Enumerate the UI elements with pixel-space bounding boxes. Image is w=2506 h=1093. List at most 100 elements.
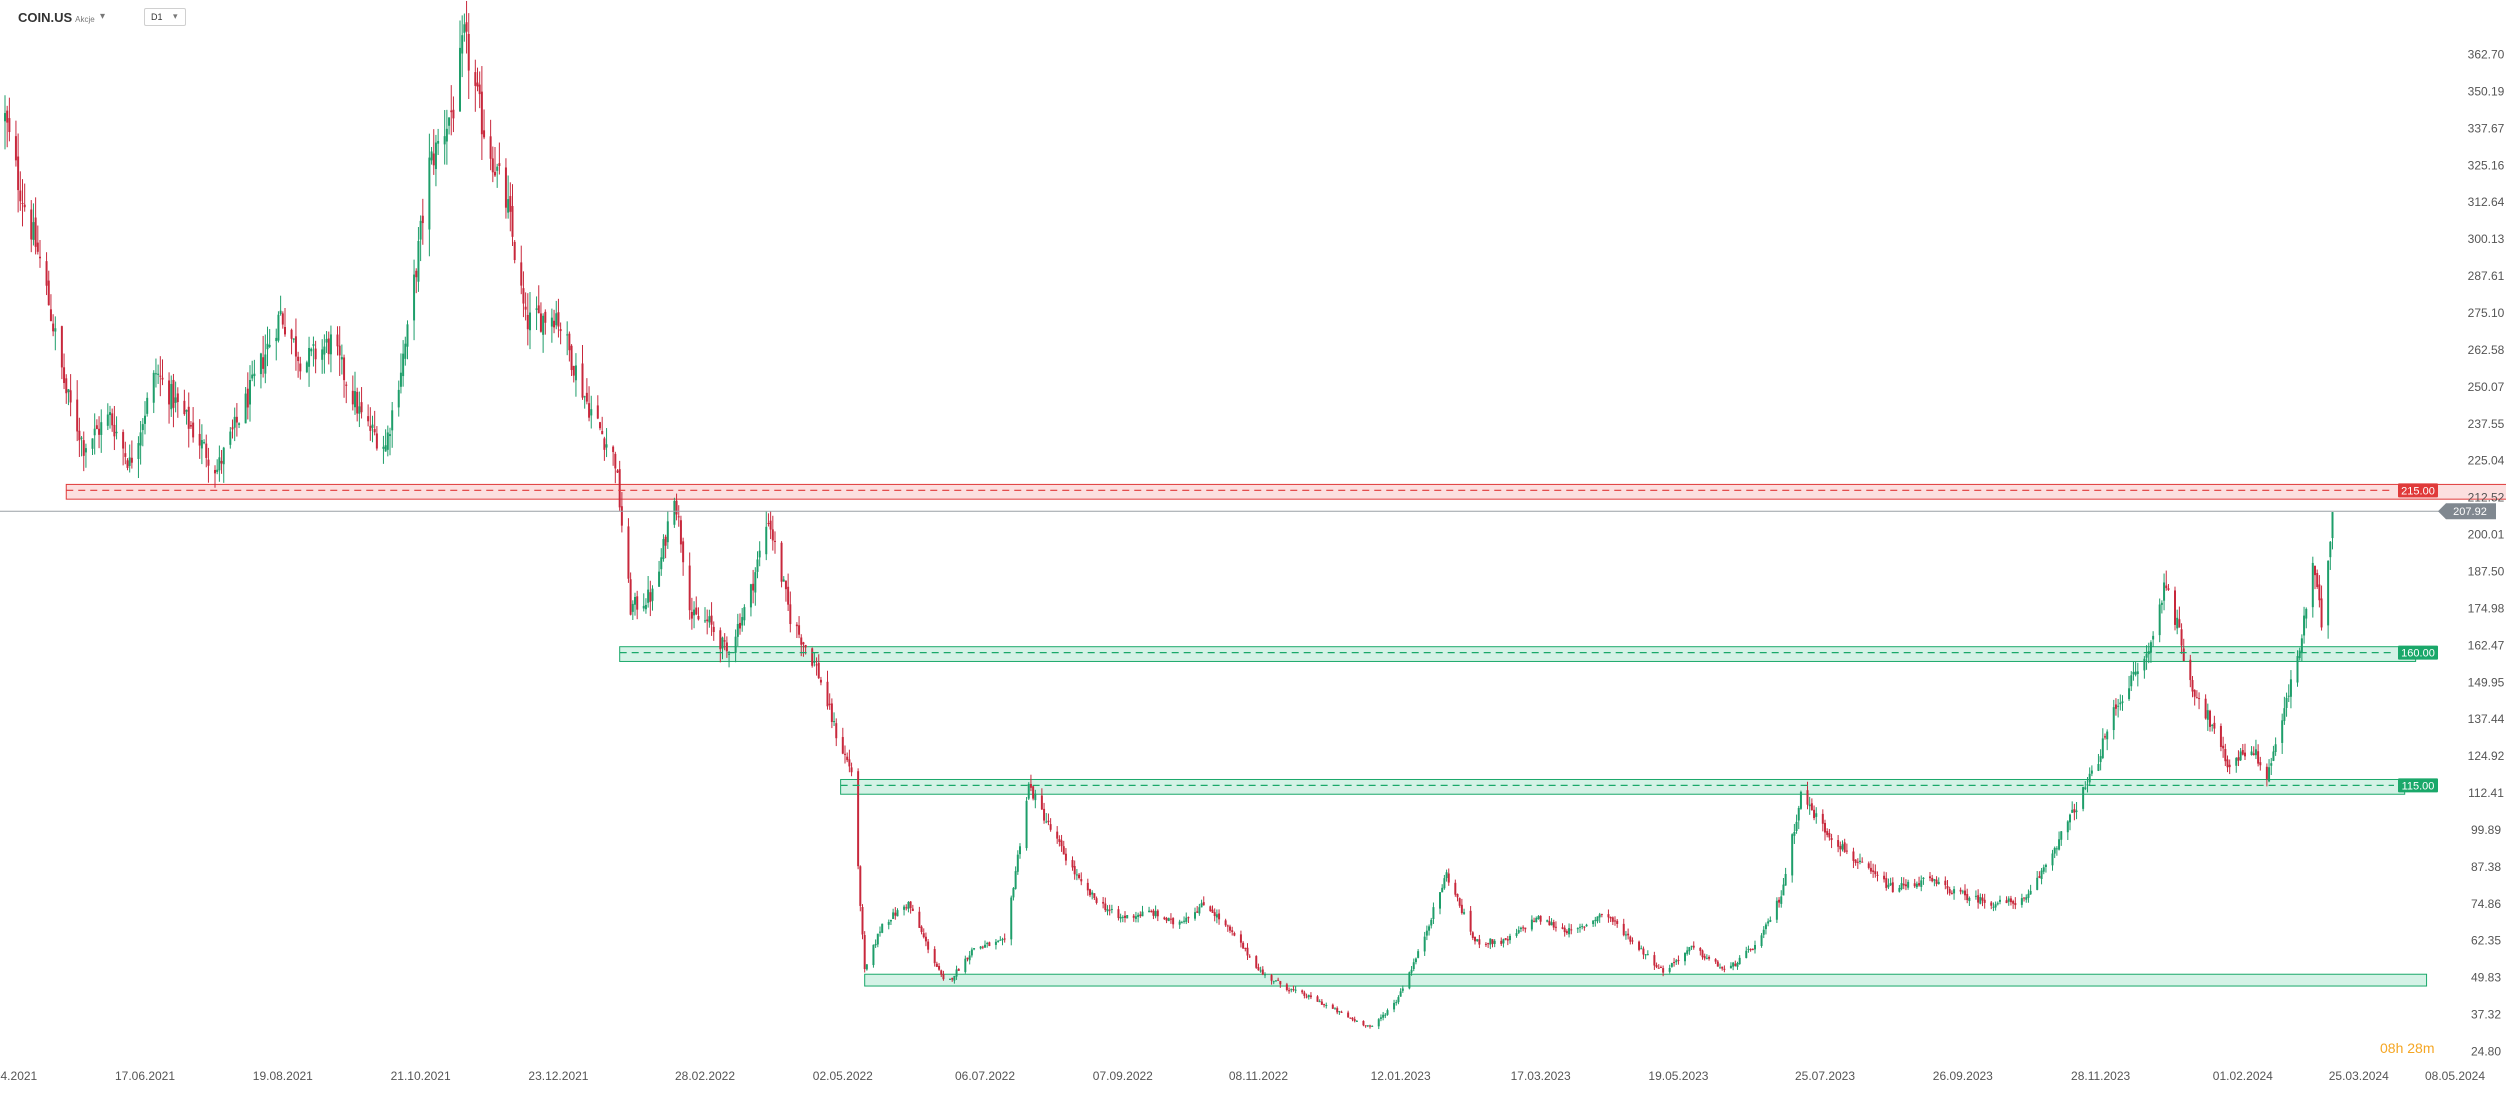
candle-body [1869,867,1872,872]
candle-body [2213,722,2216,729]
candle-body [2027,893,2030,898]
candle [660,548,663,576]
candle [1185,912,1188,925]
candle-body [2198,698,2201,700]
symbol-selector[interactable]: COIN.US Akcje [18,10,95,25]
candle [2176,609,2179,635]
candle [445,109,448,165]
candle [2160,600,2163,614]
candle-body [34,217,37,247]
candle-body [780,542,783,582]
candle [1211,905,1214,914]
candle [1334,1007,1336,1010]
candle [1638,940,1641,952]
candle-body [1583,926,1586,928]
candle-body [137,443,140,459]
candle [2244,743,2246,760]
candle-body [1336,1008,1339,1013]
candle-body [336,334,339,347]
candle-body [1209,906,1212,912]
candle-body [1631,940,1634,942]
candle-body [1091,892,1094,895]
candle-body [2193,690,2196,697]
candle [2055,846,2058,856]
candle [2257,744,2260,767]
candle-body [1441,887,1444,893]
candle [1106,905,1109,916]
candle [846,752,849,763]
candle [1677,955,1680,965]
candle-body [1110,908,1113,910]
candle-body [432,153,435,166]
candle [389,427,391,456]
candle-body [461,35,464,54]
candle [1662,965,1665,977]
candle-body [279,310,282,314]
candle-body [1732,962,1735,967]
candle-body [1929,876,1931,879]
y-tick-label: 187.50 [2468,564,2505,578]
candle-body [728,653,731,655]
candle-countdown: 08h 28m [2380,1040,2435,1056]
candle [2069,813,2071,831]
candle [874,939,877,948]
candle [658,560,661,588]
candle-body [139,432,142,446]
candle-body [848,759,851,767]
candle [189,421,192,429]
candle-body [76,399,79,432]
candle [911,904,914,912]
candle [555,300,558,330]
candle [1395,999,1398,1006]
candle [1233,931,1236,937]
candle [1032,785,1035,801]
candle [811,647,814,668]
candle [2012,899,2015,909]
candle [141,418,144,447]
candle [1163,916,1166,920]
candle [1764,922,1767,935]
candle [795,622,798,639]
price-axis[interactable]: 362.70350.19337.67325.16312.64300.13287.… [2468,47,2505,1058]
chevron-down-icon[interactable]: ▾ [173,11,178,21]
candle-body [769,520,772,530]
candle-body [122,432,125,449]
candle [2119,694,2122,711]
timeframe-selector[interactable]: D1 ▾ [144,8,186,26]
candle-body [360,402,363,413]
candle-body [1937,881,1940,885]
candle-body [787,586,790,605]
candle-body [1001,939,1004,941]
candle [679,515,682,553]
chevron-down-icon[interactable]: ▾ [100,11,106,22]
candle-body [351,390,354,405]
candle [1209,905,1212,912]
candle [1585,923,1588,927]
candle-body [970,949,973,956]
candle-body [299,363,302,372]
candle-body [63,367,66,384]
candle [183,389,186,416]
candle [507,175,510,219]
candle [397,380,400,417]
candle [1274,980,1277,982]
candle-body [1646,954,1649,956]
candle [1412,958,1415,972]
candle [1476,938,1479,942]
candle-body [509,196,512,212]
candle-body [1139,914,1142,916]
candle-body [2176,617,2179,629]
candle [612,445,615,466]
candle [1474,936,1476,945]
candle [244,387,247,424]
candle [616,469,619,474]
candle [413,259,416,341]
time-axis[interactable]: 15.04.202117.06.202119.08.202121.10.2021… [0,1069,2485,1083]
candle [1854,859,1857,866]
candle-body [1686,950,1689,954]
candle [2250,746,2253,756]
candle [2044,863,2047,873]
x-tick-label: 15.04.2021 [0,1069,38,1083]
candle [1290,988,1293,993]
